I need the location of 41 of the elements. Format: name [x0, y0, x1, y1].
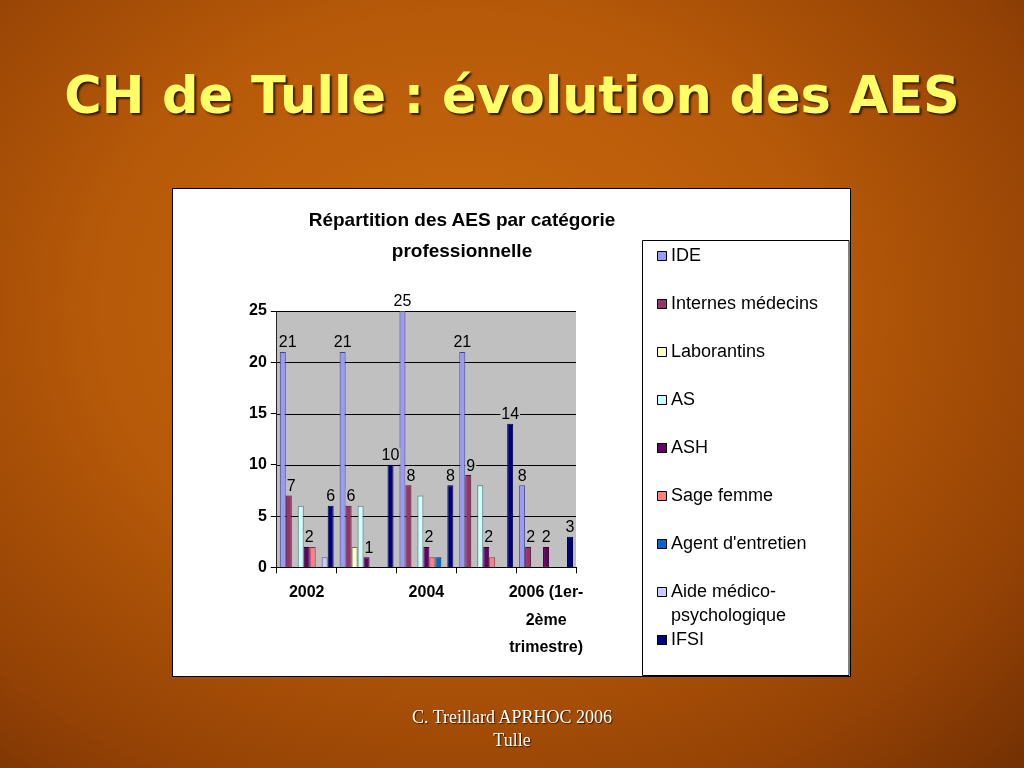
- data-label: 2: [304, 528, 314, 546]
- data-label: 1: [364, 538, 374, 556]
- data-label: 21: [333, 333, 352, 351]
- data-label: 21: [453, 333, 472, 351]
- legend-label: Aide médico-psychologique: [671, 580, 787, 625]
- data-label: 8: [406, 466, 416, 484]
- x-tick-label: 2002: [288, 583, 325, 601]
- x-tick-label: 2006 (1er-2ème trimestre): [508, 583, 584, 655]
- legend-label: Internes médecins: [671, 292, 819, 313]
- legend-label: Laborantins: [671, 340, 766, 361]
- data-label: 2: [484, 528, 494, 546]
- data-label: 10: [381, 446, 400, 464]
- y-tick-label: 0: [257, 557, 267, 575]
- legend-label: IFSI: [671, 628, 705, 649]
- data-label: 2: [541, 528, 551, 546]
- y-tick-label: 20: [249, 352, 267, 370]
- legend-label: Sage femme: [671, 484, 774, 505]
- legend-label: Agent d'entretien: [671, 532, 807, 553]
- data-label: 25: [393, 292, 412, 310]
- data-label: 6: [326, 487, 336, 505]
- y-tick-label: 15: [249, 403, 267, 421]
- x-tick-label: 2004: [408, 583, 445, 601]
- legend-label: AS: [671, 388, 696, 409]
- data-label: 6: [346, 487, 356, 505]
- data-label: 2: [526, 528, 536, 546]
- y-tick-label: 25: [249, 301, 267, 319]
- y-tick-label: 5: [257, 506, 267, 524]
- data-label: 8: [445, 466, 455, 484]
- data-label: 21: [278, 333, 297, 351]
- data-label: 2: [424, 528, 434, 546]
- legend-label: ASH: [671, 436, 709, 457]
- data-label: 9: [466, 456, 476, 474]
- chart-title: CH de Tulle : évolution des AES: [63, 65, 961, 127]
- y-tick-label: 10: [249, 455, 267, 473]
- legend-label: IDE: [671, 244, 702, 265]
- data-label: 7: [286, 477, 296, 495]
- data-label: 14: [501, 405, 520, 423]
- data-label: 8: [517, 466, 527, 484]
- chart-subtitle: Répartition des AES par catégorie professionnelle: [308, 209, 616, 261]
- data-label: 3: [565, 518, 575, 536]
- text: C. Treillard APRHOC 2006 Tulle: [410, 706, 613, 752]
